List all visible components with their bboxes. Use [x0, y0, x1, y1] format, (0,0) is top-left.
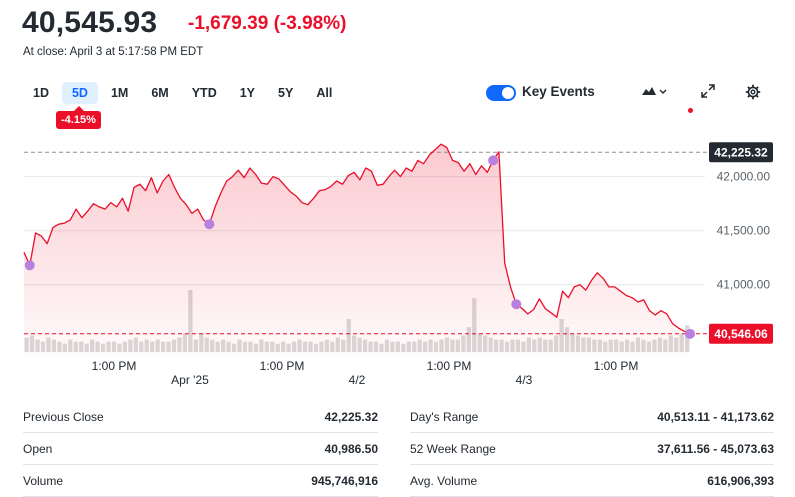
- stat-value: 42,225.32: [324, 410, 378, 424]
- stat-days-range: Day's Range 40,513.11 - 41,173.62: [410, 401, 774, 433]
- x-tick-label: 4/2: [349, 373, 366, 387]
- y-tick-label: 41,500.00: [717, 224, 771, 238]
- price-chart[interactable]: 42,000.00 41,500.00 41,000.00 42,225.32 40,5…: [0, 0, 795, 400]
- range-all-button[interactable]: All: [316, 86, 333, 100]
- x-tick-label: 1:00 PM: [594, 359, 639, 373]
- stat-52-week-range: 52 Week Range 37,611.56 - 45,073.63: [410, 433, 774, 465]
- stat-value: 945,746,916: [311, 474, 378, 488]
- x-tick-label: Apr '25: [171, 373, 209, 387]
- current-price: 40,545.93: [22, 6, 158, 39]
- stats-row: Previous Close 42,225.32 Day's Range 40,…: [23, 401, 774, 433]
- stat-open: Open 40,986.50: [23, 433, 378, 465]
- stats-row: Open 40,986.50 52 Week Range 37,611.56 -…: [23, 433, 774, 465]
- key-events-toggle[interactable]: [486, 85, 516, 101]
- range-5y-button[interactable]: 5Y: [278, 86, 294, 100]
- x-tick-label: 1:00 PM: [260, 359, 305, 373]
- stat-label: Open: [23, 442, 53, 456]
- notification-dot: [688, 108, 693, 113]
- previous-close-tag: [709, 142, 773, 163]
- range-6m-button[interactable]: 6M: [151, 86, 169, 100]
- y-tick-label: 42,000.00: [717, 170, 771, 184]
- toggle-knob: [502, 87, 514, 99]
- previous-close-tag-label: 42,225.32: [714, 145, 768, 159]
- last-price-tag-label: 40,546.06: [714, 327, 768, 341]
- range-5d-button[interactable]: 5D: [61, 82, 98, 104]
- range-1d-button[interactable]: 1D: [33, 86, 49, 100]
- range-ytd-button[interactable]: YTD: [191, 86, 217, 100]
- fullscreen-button[interactable]: [701, 84, 715, 101]
- range-selector: 1D 5D 1M 6M YTD 1Y 5Y All: [23, 82, 345, 104]
- x-tick-label: 1:00 PM: [427, 359, 472, 373]
- mountain-chart-icon: [642, 87, 667, 95]
- price-change: -1,679.39 (-3.98%): [188, 13, 346, 35]
- x-tick-label: 1:00 PM: [92, 359, 137, 373]
- close-timestamp: At close: April 3 at 5:17:58 PM EDT: [23, 46, 204, 58]
- x-tick-label: 4/3: [516, 373, 533, 387]
- stat-avg-volume: Avg. Volume 616,906,393: [410, 465, 774, 497]
- stat-label: Volume: [23, 474, 64, 488]
- range-1m-button[interactable]: 1M: [110, 86, 129, 100]
- range-1y-button[interactable]: 1Y: [239, 86, 256, 100]
- price-area: [24, 144, 690, 355]
- key-event-dot: [685, 328, 695, 339]
- key-events-label: Key Events: [522, 84, 595, 99]
- key-event-dot: [204, 219, 215, 230]
- key-event-dot: [488, 155, 499, 166]
- stats-row: Volume 945,746,916 Avg. Volume 616,906,3…: [23, 465, 774, 497]
- settings-button[interactable]: [745, 84, 761, 103]
- stat-volume: Volume 945,746,916: [23, 465, 378, 497]
- stat-label: 52 Week Range: [410, 442, 496, 456]
- stat-value: 37,611.56 - 45,073.63: [657, 442, 774, 456]
- last-price-tag: [709, 323, 773, 344]
- key-event-dot: [24, 260, 35, 271]
- stat-previous-close: Previous Close 42,225.32: [23, 401, 378, 433]
- stat-label: Avg. Volume: [410, 474, 478, 488]
- expand-icon: [701, 84, 715, 98]
- price-change-pct: (-3.98%): [273, 13, 347, 34]
- y-tick-label: 41,000.00: [717, 278, 771, 292]
- stat-label: Previous Close: [23, 410, 104, 424]
- price-change-abs: -1,679.39: [188, 13, 269, 34]
- key-event-dot: [511, 299, 522, 310]
- stat-value: 40,513.11 - 41,173.62: [657, 410, 774, 424]
- stat-label: Day's Range: [410, 410, 479, 424]
- stat-value: 616,906,393: [707, 474, 774, 488]
- range-change-badge: -4.15%: [56, 106, 101, 129]
- chart-type-button[interactable]: [641, 84, 667, 101]
- gear-icon: [745, 84, 761, 100]
- price-line: [23, 143, 691, 335]
- stat-value: 40,986.50: [324, 442, 378, 456]
